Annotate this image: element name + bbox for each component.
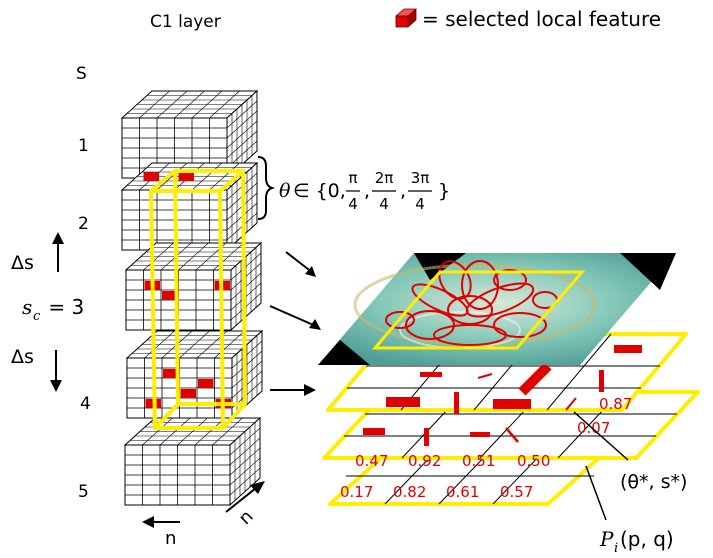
- legend-text: = selected local feature: [422, 7, 661, 31]
- selected-feature-cell: [162, 291, 178, 300]
- prob-value: 0.51: [462, 452, 495, 470]
- n-axis-horizontal-label: n: [165, 528, 176, 549]
- svg-text:∈ {0,: ∈ {0,: [293, 180, 346, 202]
- scale-axis-title: S: [76, 64, 87, 84]
- mapping-arrow-icon: [285, 251, 316, 277]
- svg-text:4: 4: [348, 195, 358, 213]
- svg-text:}: }: [438, 180, 450, 202]
- pi-label: P i (p, q): [599, 527, 674, 556]
- cube-stack: [120, 89, 264, 507]
- feature-responses: [385, 260, 558, 346]
- scale-level-1: 1: [78, 136, 89, 156]
- delta-s-down-label: Δs: [11, 346, 34, 368]
- theta-star-leader: [573, 411, 629, 461]
- svg-text:= 3: = 3: [42, 295, 84, 319]
- n-axis-depth-arrow-icon: [225, 481, 265, 513]
- svg-text:(p, q): (p, q): [620, 527, 674, 551]
- selected-feature-cell: [178, 172, 194, 181]
- delta-s-up-arrow-icon: [52, 232, 64, 272]
- delta-s-up-label: Δs: [11, 252, 34, 274]
- prob-value: 0.57: [500, 483, 533, 501]
- prob-value: 0.82: [393, 483, 426, 501]
- svg-text:c: c: [33, 309, 41, 324]
- prob-value: 0.47: [355, 452, 388, 470]
- n-axis-horizontal-arrow-icon: [142, 516, 180, 528]
- svg-text:,: ,: [400, 180, 406, 202]
- selected-feature-cell: [143, 172, 159, 181]
- input-image-patch: [318, 253, 676, 365]
- sc-equation: s c = 3: [22, 295, 84, 324]
- svg-text:4: 4: [379, 195, 389, 213]
- mapping-arrow-icon: [270, 384, 316, 396]
- svg-text:θ: θ: [279, 180, 291, 202]
- delta-s-down-arrow-icon: [50, 350, 62, 392]
- prob-value: 0.92: [408, 452, 441, 470]
- prob-value: 0.07: [577, 419, 610, 437]
- svg-text:P: P: [599, 527, 614, 551]
- scale-level-5: 5: [78, 482, 89, 502]
- selection-highlight-box: [149, 169, 247, 430]
- scale-cube-3: [124, 241, 263, 332]
- scale-level-4: 4: [80, 394, 91, 414]
- selected-feature-cell: [198, 379, 214, 388]
- orientation-brace: [257, 156, 276, 220]
- prob-values: 0.87 0.07 0.47 0.92 0.51 0.50 0.17 0.82 …: [340, 395, 632, 501]
- scale-cube-5: [123, 416, 262, 507]
- prob-value: 0.17: [340, 483, 373, 501]
- orientation-set: θ ∈ {0, π 4 , 2π 4 , 3π 4 }: [279, 169, 450, 213]
- scale-level-2: 2: [78, 214, 89, 234]
- pi-leader: [585, 465, 607, 521]
- layer-title: C1 layer: [150, 12, 221, 32]
- svg-text:,: ,: [364, 180, 370, 202]
- selected-feature-cell: [180, 389, 196, 398]
- svg-text:2π: 2π: [375, 169, 394, 187]
- prob-value: 0.61: [446, 483, 479, 501]
- svg-text:s: s: [22, 295, 32, 319]
- selected-feature-legend-icon: [394, 8, 418, 28]
- selected-feature-cell: [163, 369, 179, 378]
- svg-text:i: i: [614, 541, 618, 556]
- theta-star-label: (θ*, s*): [620, 471, 687, 493]
- mapping-arrow-icon: [269, 305, 321, 330]
- prob-value: 0.50: [517, 452, 550, 470]
- svg-text:4: 4: [415, 195, 425, 213]
- svg-text:π: π: [348, 169, 357, 187]
- prob-value: 0.87: [599, 395, 632, 413]
- n-axis-depth-label: n: [235, 506, 258, 529]
- svg-text:3π: 3π: [411, 169, 430, 187]
